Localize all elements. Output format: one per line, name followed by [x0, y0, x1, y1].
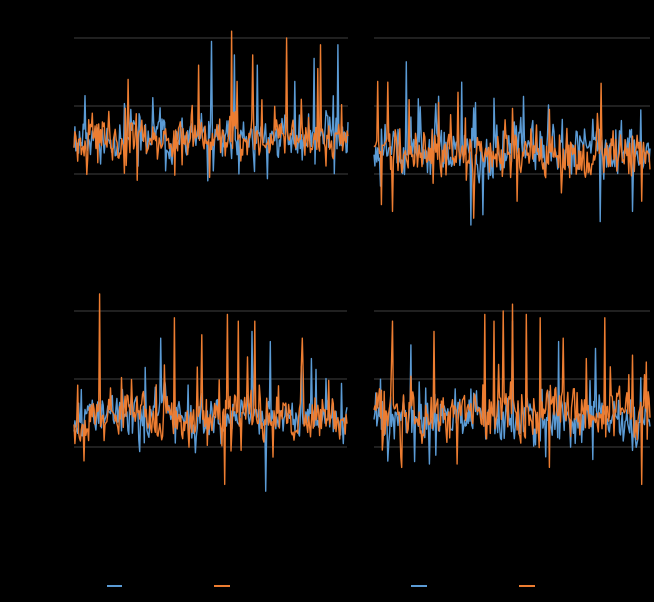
- series-line-orange: [373, 303, 651, 486]
- series-line-blue: [73, 40, 349, 182]
- series-line-orange: [73, 293, 348, 486]
- series-line-orange: [373, 80, 651, 219]
- chart-panel-3: [73, 293, 348, 492]
- chart-panel-4: [373, 303, 651, 486]
- chart-panel-2: [373, 37, 651, 226]
- series-line-blue: [73, 330, 348, 492]
- chart-panel-1: [73, 30, 349, 182]
- series-line-orange: [73, 30, 349, 182]
